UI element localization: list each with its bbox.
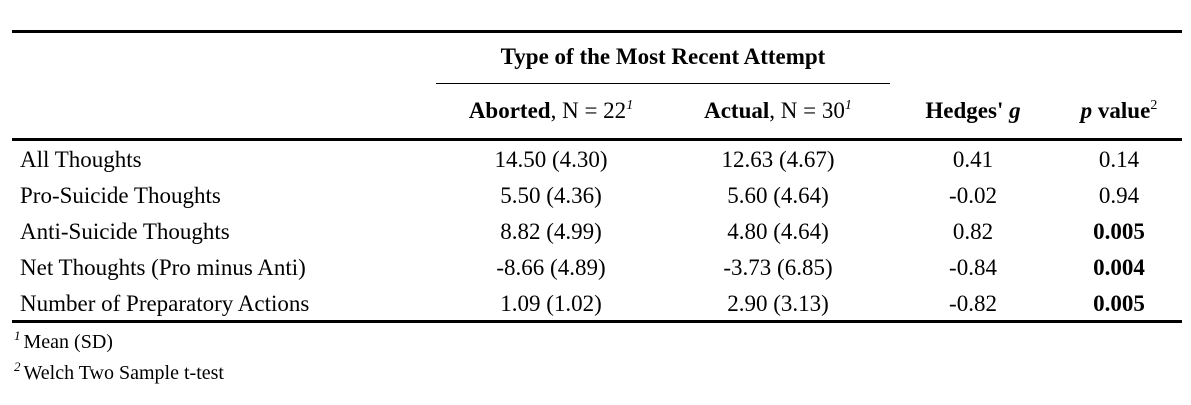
column-header-p-value: p value2 [1080,98,1158,123]
cell-p-value: 0.005 [1093,291,1145,316]
top-rule [12,30,1182,33]
table-row: Pro-Suicide Thoughts 5.50 (4.36) 5.60 (4.6… [12,178,1182,214]
header-rule [12,138,1182,141]
cell-actual: -3.73 (6.85) [723,255,833,280]
table-row: All Thoughts 14.50 (4.30) 12.63 (4.67) 0.41… [12,142,1182,178]
cell-hedges-g: -0.02 [949,183,997,208]
cell-aborted: 1.09 (1.02) [500,291,602,316]
cell-hedges-g: -0.82 [949,291,997,316]
table-row: Number of Preparatory Actions 1.09 (1.02)… [12,286,1182,322]
row-label: Anti-Suicide Thoughts [20,219,230,244]
cell-hedges-g: 0.41 [952,147,994,172]
table-row: Anti-Suicide Thoughts 8.82 (4.99) 4.80 (4.… [12,214,1182,250]
cell-aborted: 8.82 (4.99) [500,219,602,244]
cell-p-value: 0.004 [1093,255,1145,280]
column-header-aborted: Aborted, N = 221 [468,98,634,123]
footnote-2: 2 Welch Two Sample t-test [14,359,224,384]
row-label: Number of Preparatory Actions [20,291,310,316]
cell-aborted: 14.50 (4.30) [494,147,608,172]
row-label: Net Thoughts (Pro minus Anti) [20,255,306,280]
bottom-rule [12,320,1182,323]
row-label: Pro-Suicide Thoughts [20,183,221,208]
table-row: Net Thoughts (Pro minus Anti) -8.66 (4.89… [12,250,1182,286]
cell-aborted: -8.66 (4.89) [496,255,606,280]
column-header-actual: Actual, N = 301 [704,98,852,123]
cell-p-value: 0.005 [1093,219,1145,244]
cell-actual: 4.80 (4.64) [727,219,829,244]
cell-aborted: 5.50 (4.36) [500,183,602,208]
cell-actual: 2.90 (3.13) [727,291,829,316]
cell-actual: 12.63 (4.67) [721,147,835,172]
column-header-hedges-g: Hedges' g [925,98,1021,123]
spanner-header: Type of the Most Recent Attempt [500,44,826,69]
cell-p-value: 0.14 [1098,147,1140,172]
cell-actual: 5.60 (4.64) [727,183,829,208]
footnote-1: 1 Mean (SD) [14,328,113,353]
cell-hedges-g: 0.82 [952,219,994,244]
row-label: All Thoughts [20,147,142,172]
spanner-rule [436,83,890,84]
cell-hedges-g: -0.84 [949,255,997,280]
cell-p-value: 0.94 [1098,183,1140,208]
